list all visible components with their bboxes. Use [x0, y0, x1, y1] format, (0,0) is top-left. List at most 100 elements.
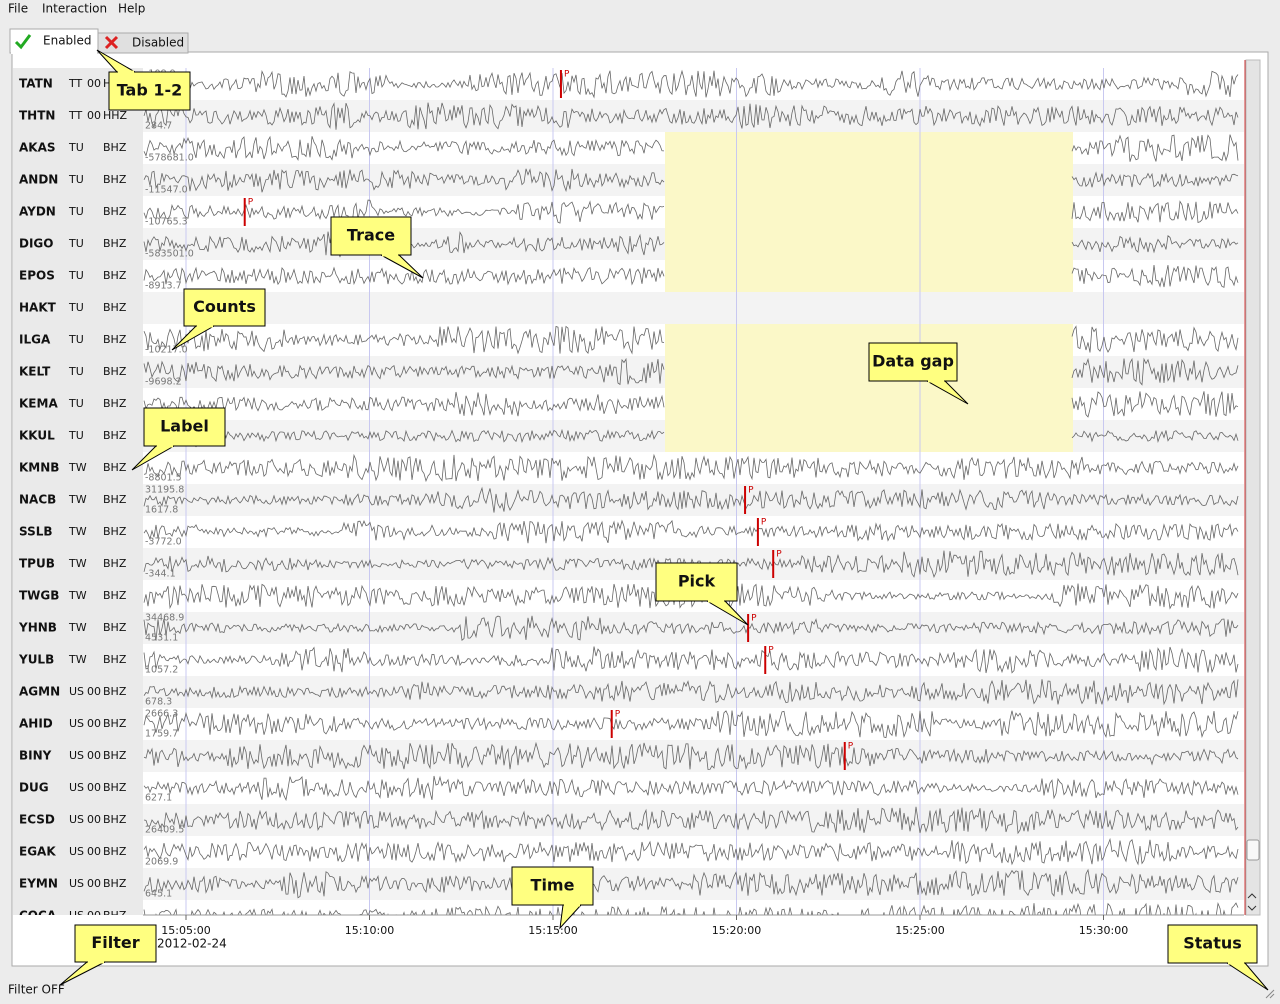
data-gap	[665, 132, 1073, 164]
count: -344.1	[145, 569, 176, 580]
station: AYDN	[19, 205, 56, 219]
label-bg	[13, 804, 143, 836]
station: BINY	[19, 749, 52, 763]
menu-item[interactable]: Interaction	[42, 2, 107, 16]
channel: BHZ	[103, 429, 127, 442]
callout-seam	[118, 70, 134, 74]
channel: BHZ	[103, 813, 127, 826]
label-bg	[13, 644, 143, 676]
label-bg	[13, 388, 143, 420]
waveform	[143, 837, 1239, 866]
time-tick-label: 15:30:00	[1079, 924, 1128, 937]
station: KKUL	[19, 429, 55, 443]
label-bg	[13, 228, 143, 260]
x-icon	[104, 35, 119, 50]
network: US	[69, 749, 84, 762]
waveform	[143, 519, 1239, 544]
channel: BHZ	[103, 845, 127, 858]
location: 00	[87, 109, 101, 122]
count: -583501.0	[145, 249, 194, 260]
menu-item[interactable]: Help	[118, 2, 145, 16]
data-gap	[665, 260, 1073, 292]
location: 00	[87, 845, 101, 858]
channel: BHZ	[103, 205, 127, 218]
label-bg	[13, 708, 143, 740]
location: 00	[87, 909, 101, 922]
channel: BHZ	[103, 269, 127, 282]
tab-label[interactable]: Disabled	[132, 36, 184, 50]
channel: BHZ	[103, 717, 127, 730]
scroll-handle[interactable]	[1246, 839, 1260, 861]
waveform	[143, 806, 1239, 835]
network: TW	[68, 621, 87, 634]
channel: BHZ	[103, 589, 127, 602]
network: US	[69, 717, 84, 730]
scroll-arrows[interactable]	[1247, 893, 1257, 911]
channel: BHZ	[103, 141, 127, 154]
waveform	[143, 325, 1239, 355]
callout-seam	[157, 444, 173, 448]
pick-phase: P	[776, 550, 782, 560]
count-top: 31195.8	[145, 485, 184, 496]
station: AHID	[19, 717, 53, 731]
network: TU	[68, 269, 84, 282]
channel: BHZ	[103, 365, 127, 378]
count: 1617.8	[145, 505, 178, 516]
station: HAKT	[19, 301, 57, 315]
channel: BHZ	[103, 333, 127, 346]
location: 00	[87, 813, 101, 826]
station: KELT	[19, 365, 51, 379]
size-grip	[1265, 989, 1275, 999]
network: US	[69, 685, 84, 698]
pick-phase: P	[248, 198, 254, 208]
scrollbar[interactable]	[1245, 59, 1261, 916]
callout-seam	[564, 903, 580, 907]
waveform	[143, 424, 1239, 448]
callout-label: Trace	[347, 226, 395, 245]
label-bg	[13, 324, 143, 356]
callout-seam	[88, 960, 104, 964]
network: TU	[68, 365, 84, 378]
channel: BHZ	[103, 909, 127, 922]
waveform	[143, 615, 1239, 641]
network: TW	[68, 493, 87, 506]
check-icon	[14, 34, 32, 50]
network: US	[69, 909, 84, 922]
row-bg	[13, 708, 1244, 740]
callout-seam	[1228, 961, 1244, 965]
callout-seam	[197, 324, 213, 328]
channel: BHZ	[103, 301, 127, 314]
menu-item[interactable]: File	[8, 2, 28, 16]
count: 627.1	[145, 793, 172, 804]
waveform	[143, 199, 1239, 226]
callout-box	[143, 407, 226, 447]
tab-label[interactable]: Enabled	[43, 34, 92, 48]
row-bg	[13, 676, 1244, 708]
label-bg	[13, 580, 143, 612]
tab-active[interactable]	[9, 28, 99, 54]
station: EYMN	[19, 877, 58, 891]
callout-label: Data gap	[872, 352, 954, 371]
label-bg	[13, 452, 143, 484]
count: -9698.2	[145, 377, 182, 388]
date-label: 2012-02-24	[157, 937, 227, 951]
network: TT	[68, 109, 83, 122]
label-bg	[13, 740, 143, 772]
count-top: 34468.9	[145, 613, 184, 624]
channel: BHZ	[103, 749, 127, 762]
callout-box	[183, 288, 266, 327]
network: TW	[68, 461, 87, 474]
callouts: Tab 1-2 Trace Counts Label Data gap Pick Time F…	[59, 49, 1269, 991]
network: TW	[68, 525, 87, 538]
station: EGAK	[19, 845, 56, 859]
callout-label: Filter	[91, 933, 139, 952]
label-bg	[13, 868, 143, 900]
waveform	[143, 264, 1239, 288]
station: DUG	[19, 781, 49, 795]
station: ECSD	[19, 813, 55, 827]
count: -10765.3	[145, 217, 188, 228]
row-bg	[13, 804, 1244, 836]
network: US	[69, 813, 84, 826]
channel: HHZ	[103, 109, 128, 122]
